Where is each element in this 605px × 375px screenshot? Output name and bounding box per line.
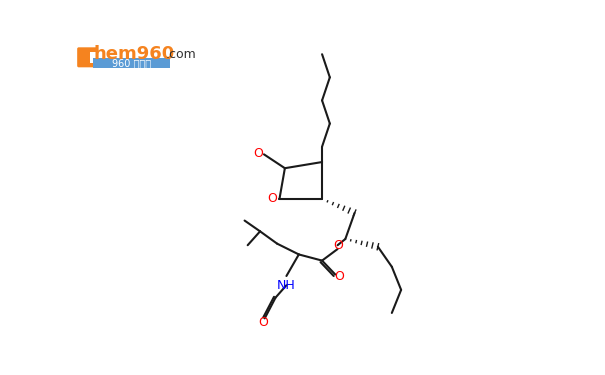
Text: NH: NH xyxy=(277,279,296,292)
Bar xyxy=(90,52,97,63)
Text: hem960: hem960 xyxy=(94,45,175,63)
FancyBboxPatch shape xyxy=(77,47,97,68)
Text: .com: .com xyxy=(166,48,196,61)
Text: O: O xyxy=(334,270,344,282)
Text: O: O xyxy=(333,239,343,252)
Text: O: O xyxy=(258,316,268,329)
Bar xyxy=(93,58,170,68)
Text: 960 化工网: 960 化工网 xyxy=(112,58,151,69)
Text: O: O xyxy=(267,192,278,206)
Text: O: O xyxy=(253,147,263,160)
